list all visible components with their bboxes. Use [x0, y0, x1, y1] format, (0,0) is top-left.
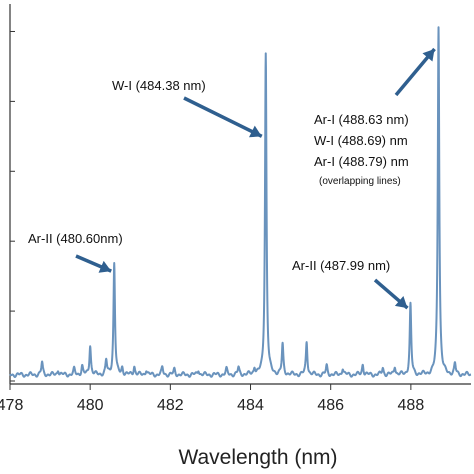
- x-tick-label: 482: [157, 397, 184, 414]
- annotation-w-i-484: W-I (484.38 nm): [112, 78, 206, 93]
- annotation-w-i-488-69: W-I (488.69) nm: [314, 133, 408, 148]
- series-layer: [9, 26, 472, 378]
- annotation-arrows: [75, 47, 436, 310]
- x-tick-label: 486: [317, 397, 344, 414]
- axes: 478 480 482 484 486 488: [0, 4, 471, 414]
- x-axis-title: Wavelength (nm): [178, 446, 337, 469]
- spectrum-series-line: [9, 26, 472, 378]
- annotation-labels: W-I (484.38 nm) Ar-II (480.60nm) Ar-II (…: [28, 78, 409, 273]
- arrow-ar-ii-480-head: [98, 260, 112, 273]
- annotation-overlapping-note: (overlapping lines): [319, 176, 401, 187]
- x-tick-label: 480: [77, 397, 104, 414]
- x-tick-label: 478: [0, 397, 23, 414]
- x-tick-label: 484: [237, 397, 264, 414]
- arrow-w-i-484-shaft: [183, 96, 263, 138]
- x-tick-label: 488: [398, 397, 425, 414]
- arrow-ar-ii-487-head: [394, 295, 408, 309]
- annotation-ar-ii-487: Ar-II (487.99 nm): [292, 258, 390, 273]
- arrow-w-i-484-head: [249, 125, 262, 138]
- annotation-ar-i-488-63: Ar-I (488.63 nm): [314, 112, 409, 127]
- arrow-ar-i-488-head: [422, 48, 435, 62]
- annotation-ar-i-488-79: Ar-I (488.79) nm: [314, 154, 409, 169]
- annotation-ar-ii-480: Ar-II (480.60nm): [28, 231, 123, 246]
